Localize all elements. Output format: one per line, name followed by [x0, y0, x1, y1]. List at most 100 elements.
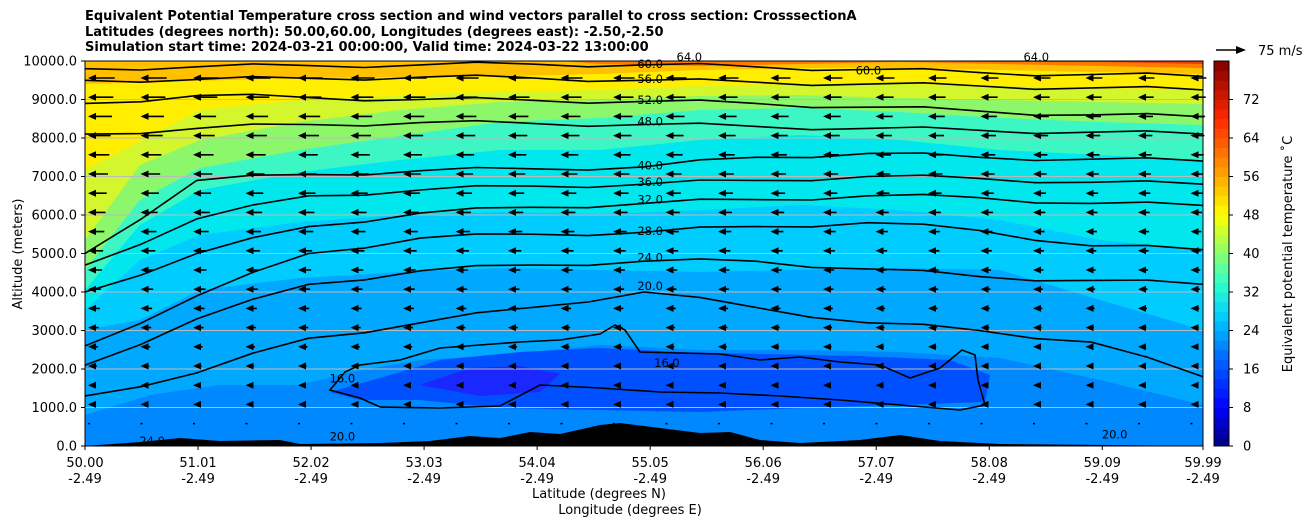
wind-vector-211: [665, 324, 675, 332]
x-tick-lat-6: 56.06: [745, 456, 782, 471]
wind-vector-351: [1085, 247, 1097, 255]
wind-vector-193: [613, 324, 623, 332]
contour-line-48: [85, 119, 1203, 135]
wind-vector-162: [560, 74, 583, 82]
wind-vector-254: [823, 112, 841, 120]
title-line-3: Simulation start time: 2024-03-21 00:00:…: [85, 40, 649, 55]
wind-vector-192: [613, 304, 624, 312]
wind-vector-182: [613, 112, 633, 120]
wind-vector-81: [298, 247, 313, 255]
wind-vector-289: [928, 93, 946, 101]
wind-vector-300: [928, 304, 938, 312]
wind-vector-258: [823, 189, 838, 197]
wind-vector-86: [298, 343, 308, 351]
colorbar-segment-2: [1214, 417, 1229, 428]
wind-vector-25: [140, 208, 158, 216]
wind-vector-316: [980, 266, 992, 274]
wind-vector-173: [560, 285, 572, 293]
wind-vector-221: [718, 170, 734, 178]
wind-vector-230: [718, 343, 727, 351]
wind-vector-315: [980, 247, 992, 255]
wind-vector-344: [1085, 112, 1101, 120]
wind-vector-288: [928, 74, 947, 82]
wind-vector-327: [1033, 132, 1049, 140]
wind-vector-58: [245, 151, 266, 159]
wind-vector: [350, 422, 353, 425]
wind-vector-263: [823, 285, 834, 293]
wind-vector-381: [1190, 132, 1205, 140]
colorbar-segment-33: [1214, 118, 1229, 129]
wind-vector-189: [613, 247, 626, 255]
x-tick-lon-8: -2.49: [972, 472, 1006, 487]
wind-vector-17: [88, 400, 96, 408]
wind-vector-68: [245, 343, 255, 351]
wind-vector-45: [193, 247, 208, 255]
wind-vector-260: [823, 228, 836, 236]
wind-vector-127: [455, 93, 478, 101]
colorbar-tick-label-3: 24: [1243, 324, 1260, 339]
contour-line-24: [85, 258, 1203, 366]
wind-vector-64: [245, 266, 259, 274]
y-tick-label-6: 6000.0: [32, 209, 78, 224]
wind-vector-97: [350, 208, 367, 216]
wind-vector-172: [560, 266, 573, 274]
colorbar-segment-25: [1214, 195, 1229, 206]
wind-vector-135: [455, 247, 470, 255]
wind-vector-194: [613, 343, 622, 351]
wind-vector-83: [298, 285, 311, 293]
wind-vector-261: [823, 247, 835, 255]
wind-vector: [665, 422, 668, 425]
wind-vector-166: [560, 151, 579, 159]
wind-vector: [193, 422, 195, 425]
wind-vector-198: [665, 74, 687, 82]
wind-vector-215: [665, 400, 674, 408]
wind-vector-92: [350, 112, 373, 120]
x-tick-lat-2: 52.02: [292, 456, 329, 471]
wind-vector-218: [718, 112, 737, 120]
wind-vector-63: [245, 247, 260, 255]
colorbar-ticks: 0 8 16 24 32 40 48 56 64 72: [1229, 93, 1260, 455]
wind-vector-224: [718, 228, 732, 236]
colorbar-segment-35: [1214, 99, 1229, 110]
colorbar-segment-5: [1214, 388, 1229, 399]
wind-vector-28: [140, 266, 155, 274]
wind-vector-41: [193, 170, 213, 178]
x-axis-label-lon: Longitude (degrees E): [558, 503, 702, 518]
colorbar-segment-13: [1214, 311, 1229, 322]
y-tick-label-0: 0.0: [56, 440, 77, 455]
x-tick-lat-8: 58.08: [971, 456, 1008, 471]
wind-vector-96: [350, 189, 368, 197]
wind-vector-73: [298, 93, 322, 101]
wind-vector-274: [875, 151, 892, 159]
wind-vector-212: [665, 343, 675, 351]
wind-vector-165: [560, 132, 580, 140]
wind-vector-14: [88, 343, 98, 351]
wind-vector-380: [1190, 112, 1206, 120]
wind-vector-209: [665, 285, 677, 293]
wind-vector-4: [88, 151, 110, 159]
wind-vector-369: [1138, 247, 1149, 255]
wind-vector-352: [1085, 266, 1096, 274]
wind-vector-335: [1033, 285, 1043, 293]
wind-vector-197: [613, 400, 621, 408]
wind-vector-333: [1033, 247, 1045, 255]
contour-label-13: 64.0: [1023, 50, 1049, 64]
wind-vector-61: [245, 208, 263, 216]
wind-vector-368: [1138, 228, 1150, 236]
wind-vector-178: [560, 381, 569, 389]
wind-vector-32: [140, 343, 151, 351]
wind-vector-138: [455, 304, 467, 312]
contour-label-6: 32.0: [637, 193, 663, 207]
wind-vector-264: [823, 304, 833, 312]
wind-vector-235: [770, 93, 790, 101]
wind-vector-129: [455, 132, 476, 140]
wind-vector-30: [140, 304, 153, 312]
x-tick-lon-10: -2.49: [1186, 472, 1220, 487]
wind-vector-297: [928, 247, 940, 255]
wind-vector-46: [193, 266, 207, 274]
wind-vector-180: [613, 74, 635, 82]
wind-vector-149: [508, 170, 526, 178]
wind-vector-322: [980, 381, 989, 389]
wind-vector-59: [245, 170, 265, 178]
wind-vector-247: [770, 324, 780, 332]
